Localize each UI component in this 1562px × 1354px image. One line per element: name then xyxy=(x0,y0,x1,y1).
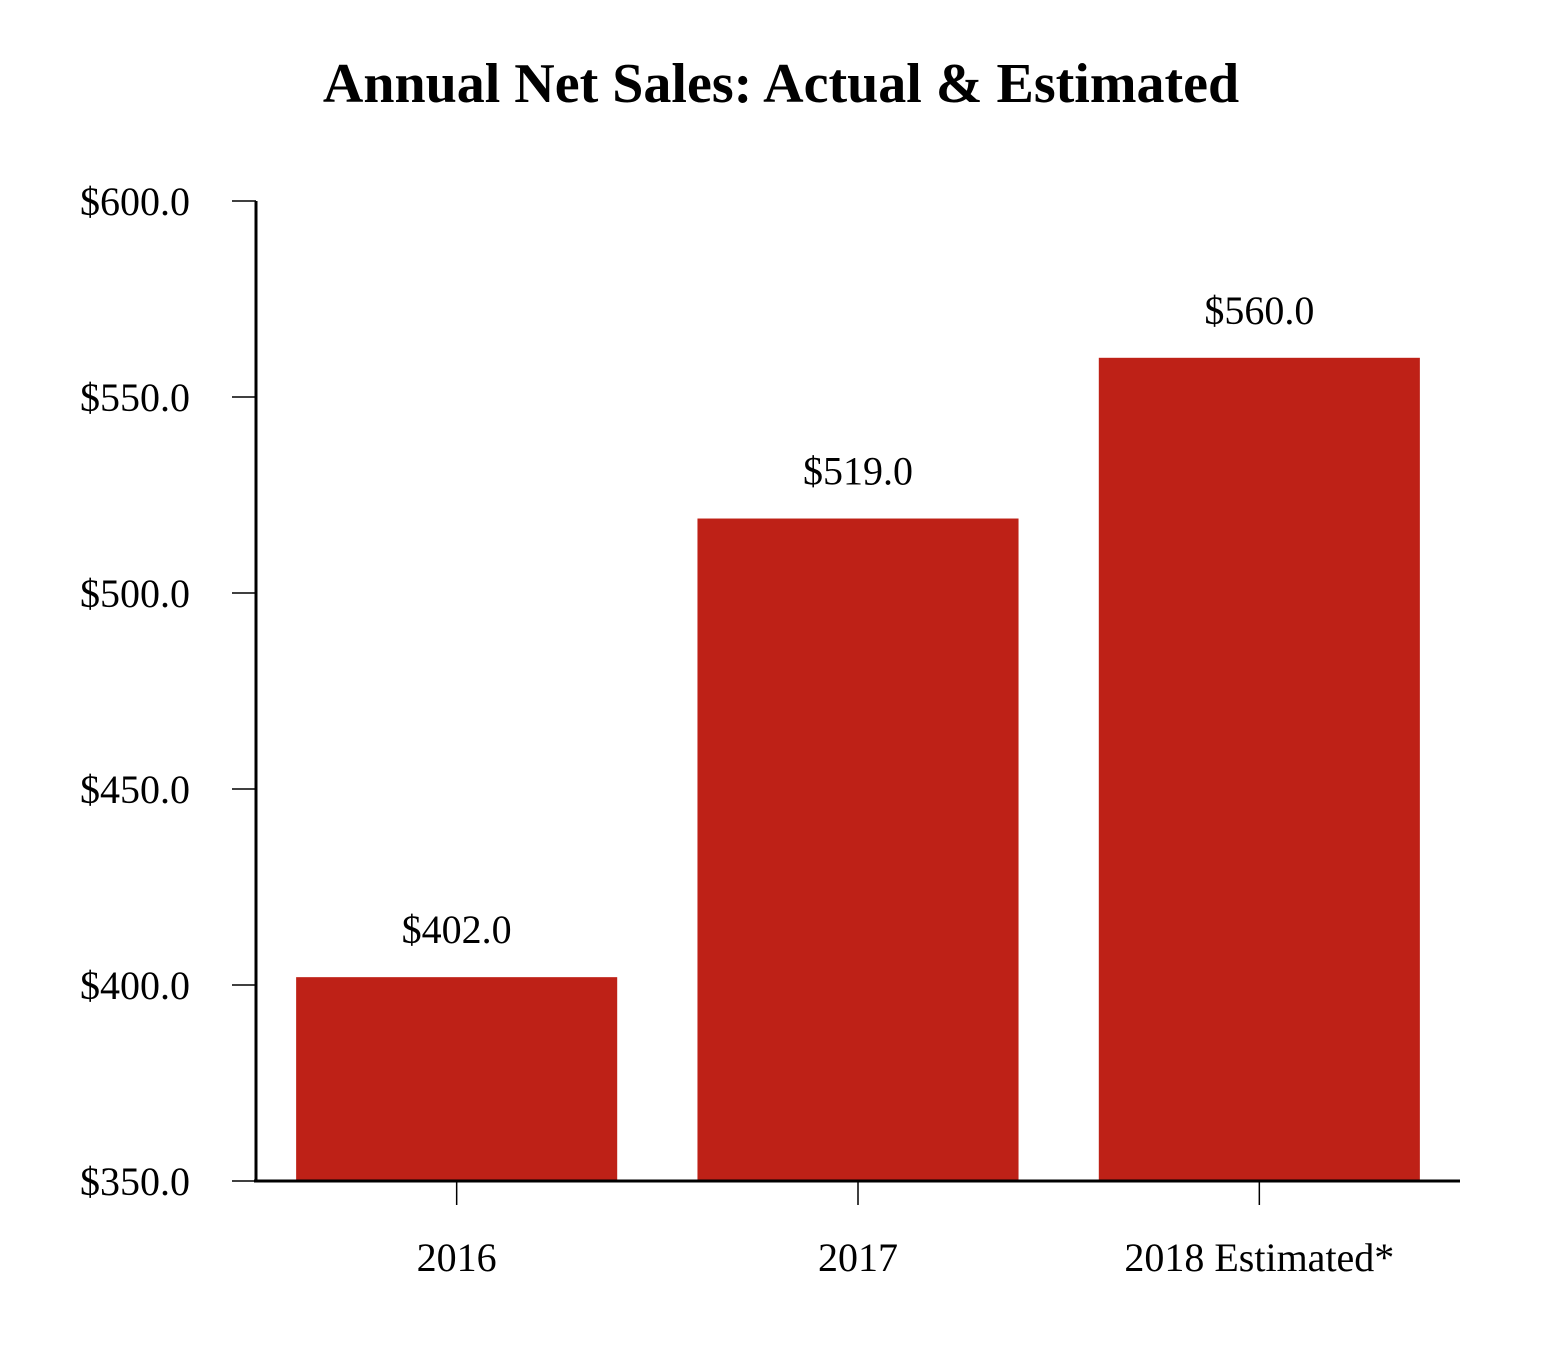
chart-title: Annual Net Sales: Actual & Estimated xyxy=(323,53,1239,115)
y-tick-label: $400.0 xyxy=(80,963,190,1008)
data-label: $560.0 xyxy=(1204,288,1314,333)
data-label: $519.0 xyxy=(803,449,913,494)
bars-layer xyxy=(296,357,1420,1181)
bar-2016 xyxy=(296,977,618,1181)
y-tick-label: $550.0 xyxy=(80,375,190,420)
y-tick-label: $350.0 xyxy=(80,1159,190,1204)
labels-layer: $402.0 2016 $519.0 2017 $560.0 2018 Estimated… xyxy=(80,179,1394,1280)
bar-2017 xyxy=(697,518,1019,1181)
x-tick-label: 2016 xyxy=(417,1235,497,1280)
y-tick-label: $600.0 xyxy=(80,179,190,224)
y-tick-label: $450.0 xyxy=(80,767,190,812)
data-label: $402.0 xyxy=(402,907,512,952)
x-tick-label: 2017 xyxy=(818,1235,898,1280)
axes-layer xyxy=(232,200,1460,1205)
y-tick-label: $500.0 xyxy=(80,571,190,616)
bar-2018-estimated xyxy=(1098,357,1420,1181)
x-tick-label: 2018 Estimated* xyxy=(1124,1235,1394,1280)
